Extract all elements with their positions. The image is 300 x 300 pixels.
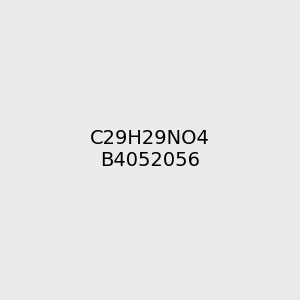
Text: C29H29NO4
B4052056: C29H29NO4 B4052056 xyxy=(90,130,210,170)
